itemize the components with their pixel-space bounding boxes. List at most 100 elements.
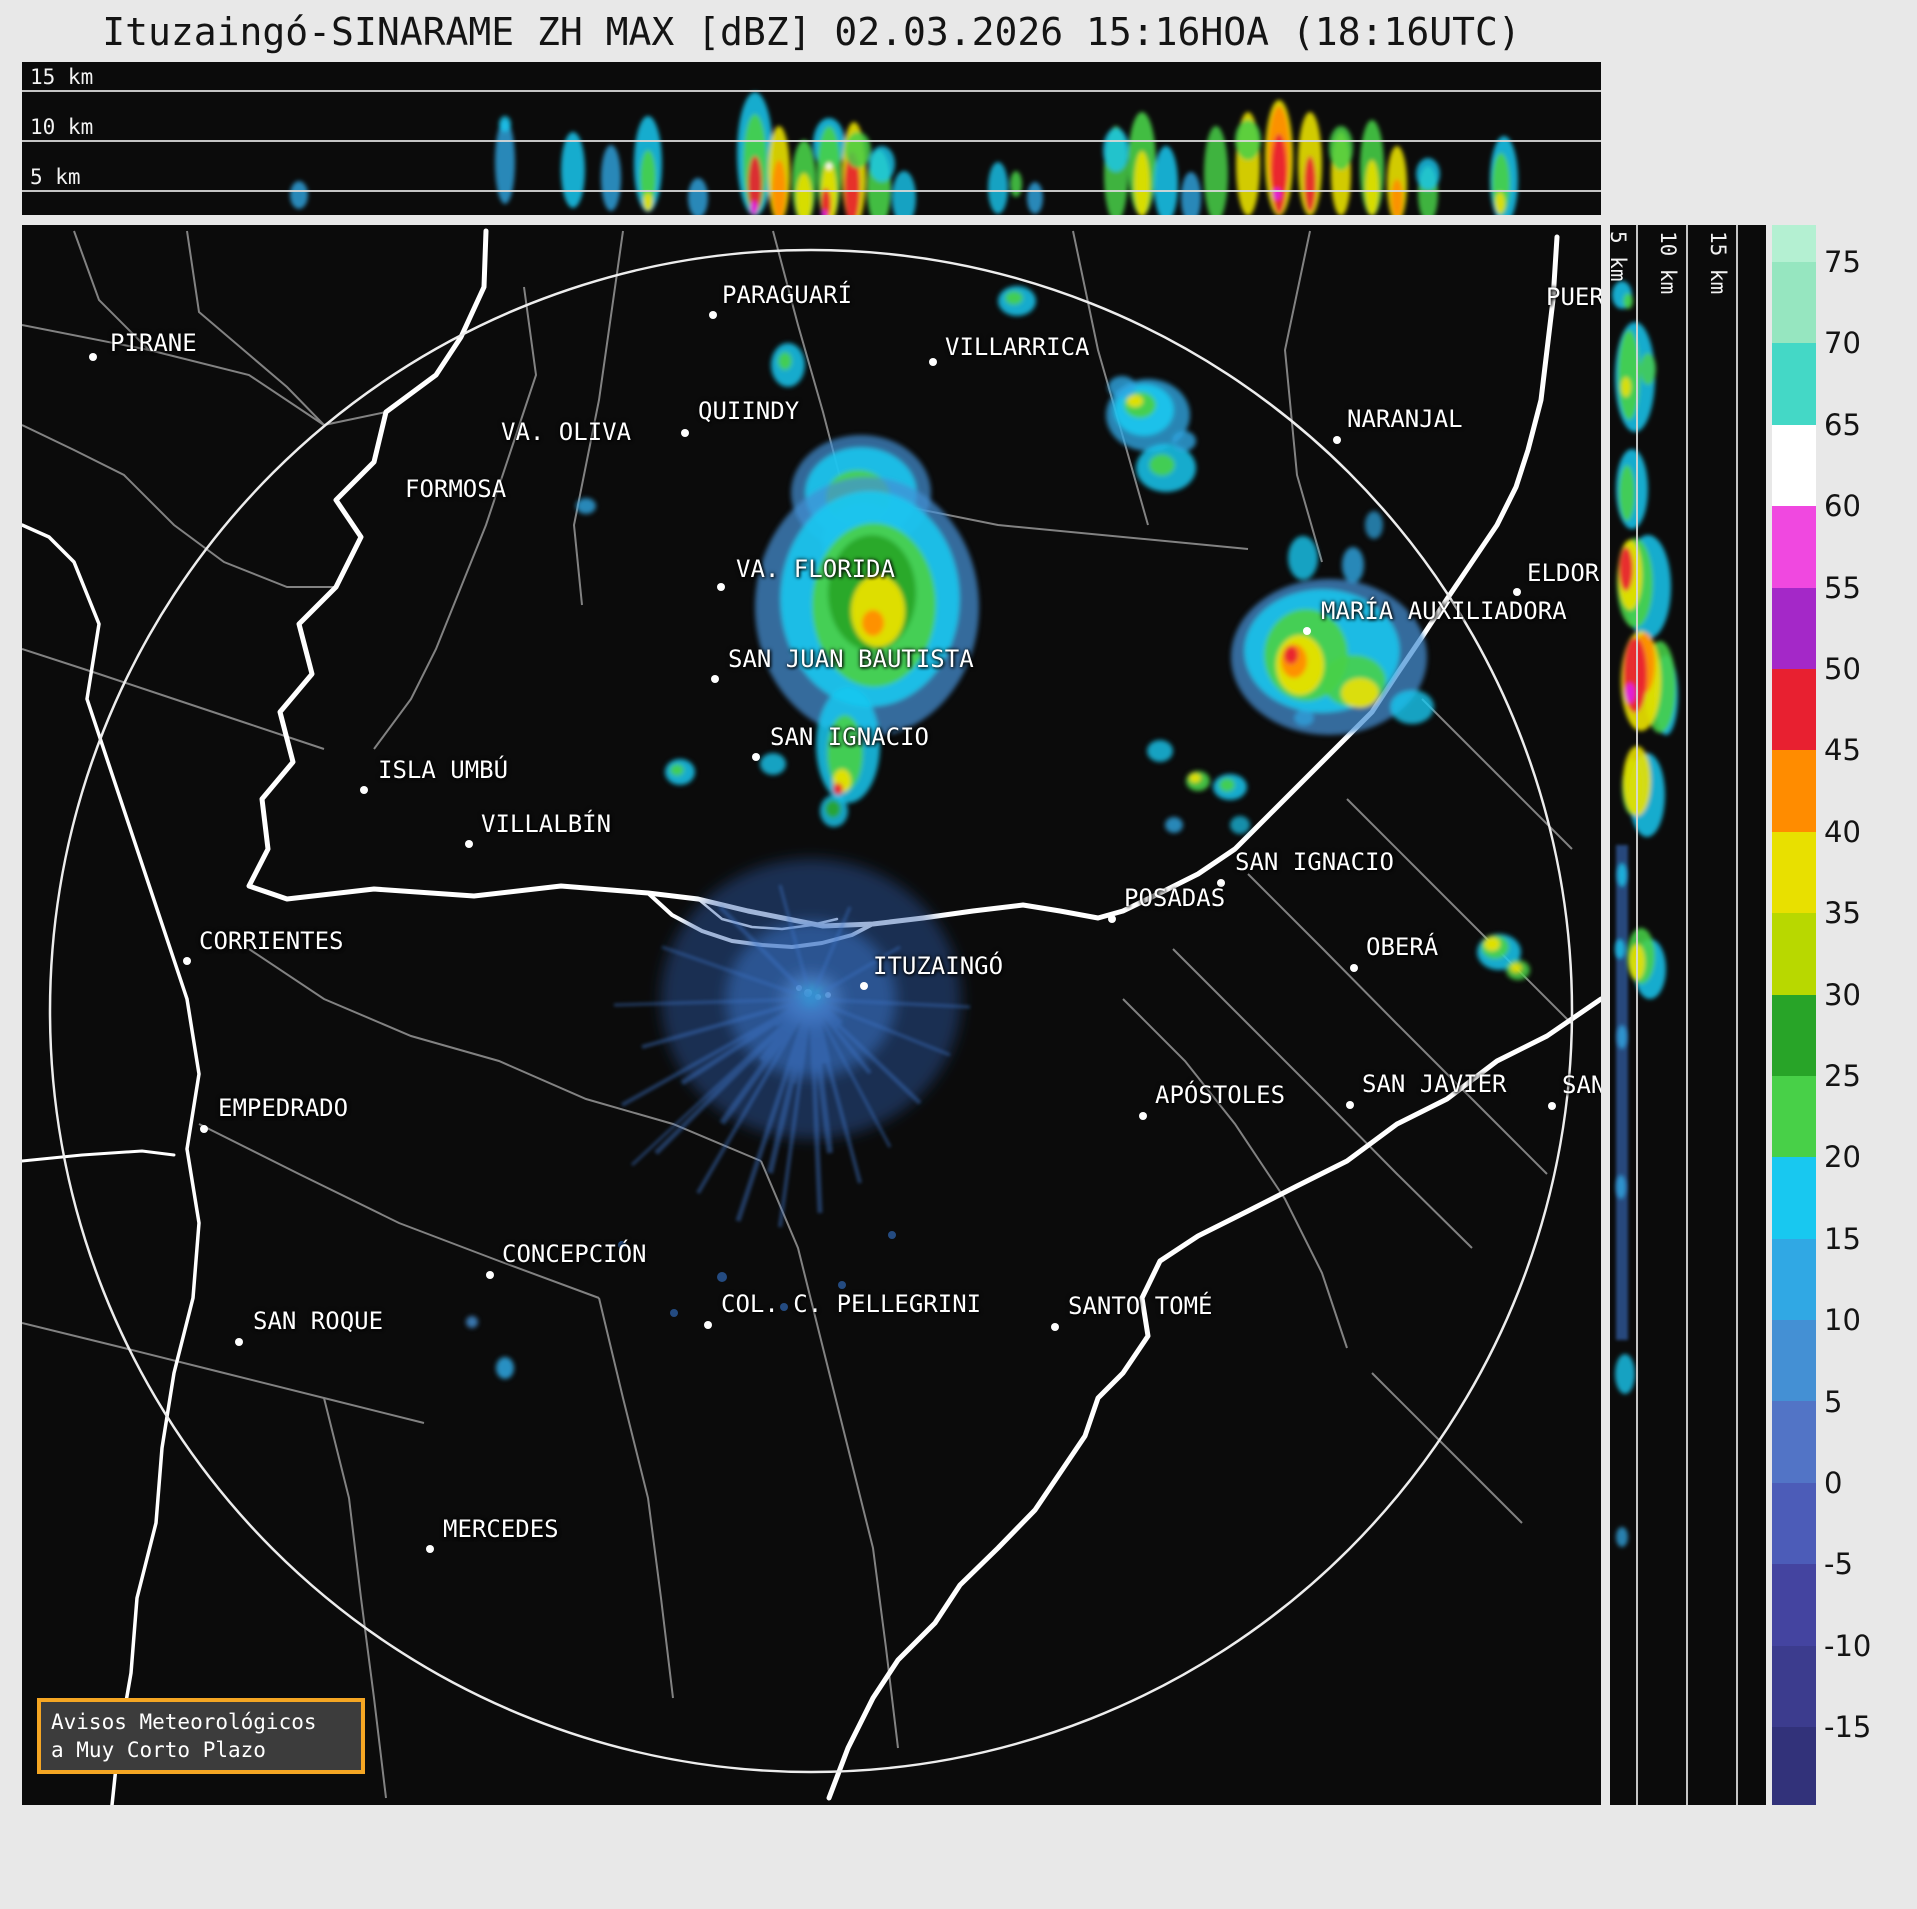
colorbar-tick-label: 50 (1824, 652, 1861, 686)
city-label: OBERÁ (1366, 933, 1439, 961)
colorbar-segment (1772, 1645, 1816, 1728)
city-dot (1548, 1102, 1556, 1110)
page-title: Ituzaingó-SINARAME ZH MAX [dBZ] 02.03.20… (102, 10, 1521, 54)
colorbar-tick-label: 65 (1824, 407, 1861, 442)
city-label: NARANJAL (1347, 405, 1463, 433)
city-label: FORMOSA (405, 475, 507, 503)
colorbar-tick-label: 10 (1824, 1303, 1861, 1338)
alert-box: Avisos Meteorológicos a Muy Corto Plazo (37, 1698, 365, 1774)
city-label: POSADAS (1124, 884, 1226, 912)
colorbar-segment (1772, 668, 1816, 751)
city-dot (89, 353, 97, 361)
city-label: APÓSTOLES (1155, 1081, 1286, 1109)
city-label: QUIINDY (698, 397, 800, 425)
city-dot (486, 1271, 494, 1279)
colorbar-segment (1772, 994, 1816, 1076)
city-label: MERCEDES (443, 1515, 559, 1543)
city-dot (929, 358, 937, 366)
city-label: SAN ROQUE (253, 1307, 384, 1335)
city-dot (1333, 436, 1341, 444)
map-svg (22, 228, 1601, 1805)
colorbar-tick-label: 55 (1824, 570, 1861, 605)
city-label: VA. OLIVA (501, 418, 632, 446)
colorbar-tick-label: 70 (1824, 326, 1861, 361)
city-dot (1513, 588, 1521, 596)
city-dot (752, 753, 760, 761)
city-dot (1303, 627, 1311, 635)
city-label: SANTO TOMÉ (1068, 1292, 1213, 1320)
altitude-label: 5 km (30, 165, 81, 189)
city-dot (709, 311, 717, 319)
altitude-gridline-vertical (1736, 225, 1738, 1805)
city-label: CORRIENTES (199, 927, 344, 955)
city-label: ELDOR (1527, 559, 1600, 587)
city-dot (1139, 1112, 1147, 1120)
colorbar-tick-label: 60 (1824, 489, 1861, 524)
city-dot (717, 583, 725, 591)
city-label: SAN JAVIER (1362, 1070, 1507, 1098)
colorbar-segment (1772, 506, 1816, 588)
colorbar-segment (1772, 1564, 1816, 1646)
admin-boundaries-layer (22, 230, 1573, 1799)
city-dot (704, 1321, 712, 1329)
city-label: ISLA UMBÚ (378, 756, 509, 784)
range-ring (48, 248, 1574, 1774)
alert-line1: Avisos Meteorológicos (51, 1710, 317, 1734)
altitude-gridline (22, 190, 1601, 192)
map-panel: Avisos Meteorológicos a Muy Corto Plazo … (22, 225, 1601, 1805)
city-label: CONCEPCIÓN (502, 1240, 647, 1268)
colorbar-tick-label: 40 (1824, 814, 1861, 849)
city-dot (465, 840, 473, 848)
altitude-label-vertical: 10 km (1656, 231, 1680, 295)
altitude-label-vertical: 15 km (1706, 231, 1730, 295)
xz-echo-layer (290, 92, 1518, 215)
xz-echo-svg (290, 92, 1518, 215)
city-dot (235, 1338, 243, 1346)
altitude-gridline-vertical (1636, 225, 1638, 1805)
colorbar-tick-label: -15 (1824, 1710, 1872, 1745)
colorbar-ticks: 75 70 65 60 55 50 45 40 35 30 25 20 15 10 5 0 -5 -10 -15 (1824, 225, 1914, 1805)
city-dot (183, 957, 191, 965)
altitude-gridline-vertical (1686, 225, 1688, 1805)
colorbar-tick-label: 15 (1824, 1221, 1861, 1256)
city-label: ITUZAINGÓ (873, 952, 1004, 980)
yz-echo-svg (1612, 281, 1678, 1547)
city-label: PIRANE (110, 329, 197, 357)
city-dot (1346, 1101, 1354, 1109)
altitude-label-vertical: 5 km (1610, 231, 1630, 282)
colorbar-segment (1772, 343, 1816, 425)
colorbar (1772, 225, 1816, 1806)
city-label: COL. C. PELLEGRINI (721, 1290, 982, 1318)
city-dot (1217, 879, 1225, 887)
colorbar-segment (1772, 587, 1816, 669)
colorbar-segment (1772, 1238, 1816, 1321)
altitude-label: 10 km (30, 115, 94, 139)
city-label: SAN (1562, 1071, 1601, 1099)
city-dot (1108, 915, 1116, 923)
colorbar-segment (1772, 424, 1816, 507)
colorbar-segment (1772, 831, 1816, 914)
colorbar-segment (1772, 750, 1816, 832)
colorbar-segment (1772, 225, 1816, 262)
alert-line2: a Muy Corto Plazo (51, 1738, 266, 1762)
colorbar-tick-label: 30 (1824, 977, 1861, 1012)
altitude-label: 15 km (30, 65, 94, 89)
city-dot (681, 429, 689, 437)
colorbar-tick-label: 0 (1824, 1466, 1843, 1500)
colorbar-tick-label: 5 (1824, 1384, 1843, 1419)
city-dot (1051, 1323, 1059, 1331)
city-label: PARAGUARÍ (722, 281, 853, 309)
city-label: SAN IGNACIO (1235, 848, 1394, 876)
colorbar-segment (1772, 1075, 1816, 1158)
city-label: VILLALBÍN (481, 810, 612, 838)
colorbar-segment (1772, 1727, 1816, 1806)
city-label: MARÍA AUXILIADORA (1321, 597, 1567, 625)
colorbar-segment (1772, 1482, 1816, 1565)
colorbar-segment (1772, 913, 1816, 995)
colorbar-segment (1772, 1401, 1816, 1483)
colorbar-segment (1772, 1157, 1816, 1239)
city-label: VILLARRICA (945, 333, 1090, 361)
city-label: EMPEDRADO (218, 1094, 349, 1122)
xz-panel: 15 km 10 km 5 km (22, 62, 1601, 215)
